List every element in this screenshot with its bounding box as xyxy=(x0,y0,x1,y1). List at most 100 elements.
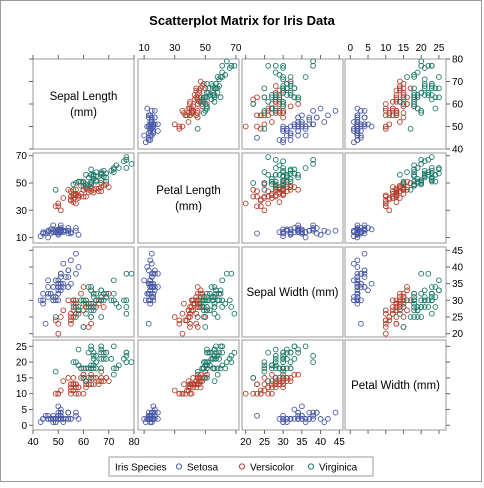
point-virginica xyxy=(269,365,275,372)
point-virginica xyxy=(85,284,92,290)
point-setosa xyxy=(150,280,157,287)
point-virginica xyxy=(88,375,94,381)
panel-sw-vs-sl xyxy=(32,246,135,338)
point-virginica xyxy=(280,158,286,165)
point-virginica xyxy=(78,178,84,185)
x-tick-label: 20 xyxy=(416,43,428,54)
point-virginica xyxy=(407,314,414,320)
point-setosa xyxy=(306,116,313,123)
point-setosa xyxy=(276,416,283,422)
point-versicolor xyxy=(287,186,294,193)
point-virginica xyxy=(80,365,87,372)
panel-pl-vs-sl xyxy=(32,152,135,244)
point-virginica xyxy=(280,165,286,171)
x-tick-label: 40 xyxy=(315,437,327,448)
point-virginica xyxy=(110,290,117,297)
point-versicolor xyxy=(261,207,268,214)
y-tick-label: 70 xyxy=(452,77,464,88)
point-virginica xyxy=(98,349,105,356)
point-virginica xyxy=(436,165,442,171)
point-virginica xyxy=(397,171,403,178)
point-versicolor xyxy=(397,185,403,192)
point-virginica xyxy=(428,170,435,177)
point-virginica xyxy=(280,169,286,175)
point-versicolor xyxy=(184,317,190,324)
point-versicolor xyxy=(60,307,67,314)
point-setosa xyxy=(361,107,368,114)
point-virginica xyxy=(302,165,309,171)
point-setosa xyxy=(358,297,364,304)
point-setosa xyxy=(310,107,316,114)
point-virginica xyxy=(231,310,238,317)
point-virginica xyxy=(208,349,215,356)
point-setosa xyxy=(313,230,320,237)
point-versicolor xyxy=(400,186,407,193)
point-virginica xyxy=(219,69,226,76)
point-setosa xyxy=(151,107,158,114)
point-virginica xyxy=(284,178,290,185)
point-virginica xyxy=(425,171,432,178)
point-virginica xyxy=(428,85,435,92)
point-versicolor xyxy=(52,390,59,397)
point-versicolor xyxy=(242,390,249,397)
point-versicolor xyxy=(194,284,201,290)
point-virginica xyxy=(272,94,279,101)
point-virginica xyxy=(411,314,417,320)
point-versicolor xyxy=(179,310,186,317)
point-virginica xyxy=(261,186,268,193)
point-setosa xyxy=(148,412,155,419)
point-versicolor xyxy=(295,371,301,378)
point-virginica xyxy=(123,297,130,304)
point-virginica xyxy=(261,365,268,372)
point-setosa xyxy=(141,132,147,139)
point-virginica xyxy=(418,89,425,96)
point-virginica xyxy=(428,96,435,103)
point-setosa xyxy=(148,116,155,123)
y-tick-label: 30 xyxy=(16,206,28,217)
point-virginica xyxy=(400,94,407,101)
point-virginica xyxy=(400,178,407,185)
point-versicolor xyxy=(272,384,279,391)
point-versicolor xyxy=(404,101,410,107)
point-setosa xyxy=(365,287,371,294)
point-versicolor xyxy=(204,371,210,378)
point-versicolor xyxy=(280,185,286,192)
point-virginica xyxy=(418,161,425,167)
point-versicolor xyxy=(393,192,400,199)
point-setosa xyxy=(145,267,152,274)
point-virginica xyxy=(85,174,92,181)
point-versicolor xyxy=(265,188,272,195)
point-versicolor xyxy=(404,186,410,193)
point-versicolor xyxy=(397,85,403,92)
point-virginica xyxy=(226,356,233,362)
point-virginica xyxy=(211,310,218,317)
point-setosa xyxy=(358,229,364,235)
point-virginica xyxy=(83,378,89,384)
x-tick-label: 30 xyxy=(278,437,290,448)
point-versicolor xyxy=(284,378,290,384)
point-setosa xyxy=(147,300,154,307)
point-setosa xyxy=(68,280,74,287)
point-versicolor xyxy=(250,390,257,397)
x-tick-label: 45 xyxy=(334,437,346,448)
point-virginica xyxy=(128,359,135,365)
point-setosa xyxy=(150,270,157,277)
point-virginica xyxy=(214,352,221,359)
point-setosa xyxy=(284,419,290,425)
point-versicolor xyxy=(386,317,393,324)
point-setosa xyxy=(150,123,157,130)
point-virginica xyxy=(310,58,316,65)
point-setosa xyxy=(73,409,79,416)
point-setosa xyxy=(368,226,375,233)
point-versicolor xyxy=(393,107,400,114)
point-setosa xyxy=(354,229,361,235)
point-versicolor xyxy=(190,384,196,391)
point-setosa xyxy=(295,412,301,419)
point-versicolor xyxy=(60,195,67,201)
legend-box xyxy=(108,456,374,477)
point-virginica xyxy=(428,167,435,174)
point-virginica xyxy=(204,346,210,353)
point-setosa xyxy=(354,222,361,229)
point-virginica xyxy=(284,174,290,181)
point-virginica xyxy=(103,290,110,297)
